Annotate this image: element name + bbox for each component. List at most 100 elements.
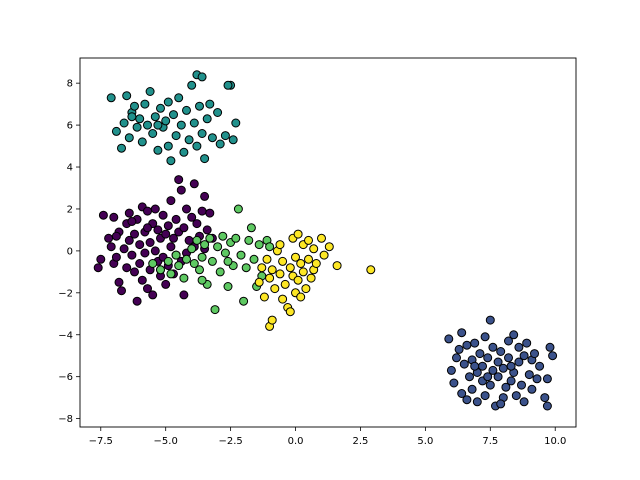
data-point-series-0 [143, 284, 152, 294]
data-point-series-2 [202, 114, 212, 124]
data-point-series-3 [174, 261, 184, 271]
data-point-series-0 [124, 208, 134, 218]
data-point-series-0 [182, 204, 191, 214]
data-point-series-0 [179, 290, 189, 300]
data-point-series-4 [306, 273, 316, 283]
data-point-series-0 [93, 263, 103, 273]
data-point-series-0 [104, 233, 114, 243]
data-point-series-3 [236, 250, 246, 260]
data-point-series-4 [311, 259, 321, 268]
data-point-series-4 [319, 250, 329, 260]
data-point-series-1 [467, 384, 477, 394]
data-point-series-3 [218, 231, 228, 241]
data-point-series-1 [465, 372, 474, 382]
data-point-series-2 [140, 99, 150, 109]
data-point-series-4 [293, 229, 303, 239]
data-point-series-0 [106, 242, 116, 252]
data-point-series-4 [259, 292, 269, 302]
data-point-series-4 [301, 284, 311, 294]
x-tick-label: 2.5 [353, 436, 369, 447]
data-point-series-2 [189, 118, 199, 128]
data-point-series-4 [291, 252, 300, 262]
data-point-series-3 [195, 265, 204, 275]
data-point-series-1 [485, 315, 495, 325]
data-point-series-3 [200, 240, 210, 250]
data-point-series-4 [267, 265, 277, 275]
data-point-series-1 [480, 391, 490, 401]
data-point-series-2 [223, 80, 233, 90]
data-point-series-2 [187, 80, 197, 90]
data-point-series-1 [506, 361, 516, 371]
data-point-series-1 [452, 353, 461, 363]
y-tick-label: 6 [67, 121, 73, 132]
data-point-series-1 [542, 374, 552, 384]
data-point-series-2 [132, 122, 142, 132]
data-point-series-3 [223, 256, 233, 266]
data-point-series-0 [169, 233, 178, 243]
data-point-series-0 [111, 231, 121, 241]
data-point-series-4 [293, 275, 303, 285]
data-point-series-2 [197, 72, 207, 82]
data-point-series-1 [462, 340, 472, 350]
y-tick-label: −8 [58, 414, 73, 425]
data-point-series-1 [488, 342, 498, 352]
data-point-series-2 [150, 112, 160, 122]
data-point-series-1 [454, 344, 464, 354]
data-point-series-1 [496, 347, 506, 356]
data-point-series-3 [233, 204, 243, 214]
data-point-series-1 [485, 380, 495, 390]
x-tick-label: −7.5 [89, 436, 113, 447]
data-point-series-0 [200, 191, 210, 201]
data-point-series-2 [161, 116, 171, 126]
data-point-series-0 [171, 214, 181, 224]
data-point-series-1 [509, 330, 519, 340]
data-point-series-1 [501, 382, 511, 392]
y-tick-label: −4 [58, 330, 73, 341]
data-point-series-1 [478, 361, 487, 371]
data-point-series-4 [304, 254, 313, 264]
data-point-series-0 [132, 296, 142, 306]
data-point-series-2 [182, 105, 191, 115]
data-point-series-0 [143, 206, 152, 216]
data-point-series-0 [143, 223, 152, 233]
data-point-series-2 [171, 131, 181, 141]
data-point-series-1 [519, 397, 529, 407]
data-point-series-4 [285, 263, 295, 273]
data-point-series-4 [278, 294, 288, 304]
data-point-series-4 [262, 254, 272, 264]
data-point-series-4 [265, 273, 275, 283]
data-point-series-3 [163, 256, 173, 266]
data-point-series-1 [493, 357, 503, 367]
data-point-series-2 [153, 145, 163, 155]
data-point-series-2 [122, 91, 132, 101]
data-point-series-0 [197, 206, 207, 216]
data-point-series-3 [246, 223, 256, 233]
data-point-series-0 [109, 212, 119, 222]
data-point-series-3 [166, 269, 176, 279]
x-axis-ticks: −7.5 −5.0 −2.5 0.0 2.5 5.0 7.5 10.0 [89, 427, 566, 447]
data-point-series-0 [202, 225, 212, 235]
data-point-series-0 [174, 175, 184, 185]
data-point-series-0 [124, 235, 134, 245]
data-point-series-2 [174, 93, 184, 103]
data-point-series-3 [182, 254, 191, 264]
data-point-series-2 [137, 137, 147, 147]
data-point-series-3 [187, 244, 197, 254]
data-point-series-0 [205, 208, 215, 218]
data-point-series-1 [530, 349, 539, 359]
data-point-series-2 [130, 101, 139, 111]
data-point-series-4 [270, 284, 280, 294]
y-tick-label: −6 [58, 372, 73, 383]
data-point-series-1 [504, 336, 513, 346]
data-point-series-2 [127, 112, 137, 122]
data-point-series-1 [548, 351, 558, 361]
data-point-series-0 [96, 254, 106, 264]
data-point-series-0 [150, 204, 160, 214]
data-point-series-3 [244, 235, 254, 245]
data-point-series-4 [275, 269, 285, 279]
data-point-series-0 [176, 185, 186, 195]
data-point-series-3 [197, 252, 207, 262]
data-point-series-0 [161, 229, 171, 239]
data-point-series-1 [519, 351, 529, 361]
data-point-series-2 [200, 154, 210, 164]
